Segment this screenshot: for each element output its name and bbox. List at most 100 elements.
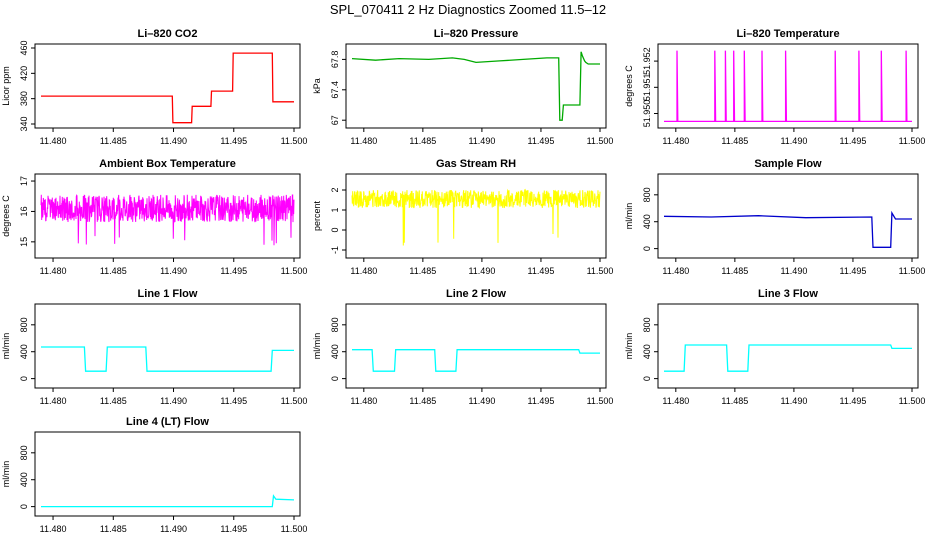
y-axis-label: Licor ppm xyxy=(1,66,11,106)
series-line xyxy=(351,188,601,246)
panel-title: Line 1 Flow xyxy=(138,288,198,300)
y-tick-label: 67 xyxy=(330,115,340,125)
panel-10: Line 4 (LT) Flow ml/min 0 400 800 11.480 11.48… xyxy=(1,416,307,534)
x-tick-label: 11.500 xyxy=(587,136,614,146)
y-tick-label: 0 xyxy=(19,376,29,381)
x-tick-label: 11.495 xyxy=(220,266,247,276)
x-tick-label: 11.500 xyxy=(899,266,926,276)
panel-2: Li–820 Pressure kPa 67 67.4 67.8 11.480 11.485… xyxy=(312,28,613,146)
x-tick-label: 11.480 xyxy=(350,266,377,276)
y-tick-label: 400 xyxy=(642,214,652,229)
y-tick-label: 400 xyxy=(19,472,29,487)
x-tick-label: 11.500 xyxy=(899,396,926,406)
x-tick-label: 11.490 xyxy=(468,136,495,146)
x-tick-label: 11.490 xyxy=(780,266,807,276)
series-line xyxy=(351,51,600,121)
series-line xyxy=(41,494,295,508)
x-tick-label: 11.500 xyxy=(587,266,614,276)
x-tick-label: 11.500 xyxy=(587,396,614,406)
y-tick-label: 0 xyxy=(642,246,652,251)
panel-title: Line 3 Flow xyxy=(758,288,818,300)
x-tick-label: 11.500 xyxy=(281,136,308,146)
panel-1: Li–820 CO2 Licor ppm 340 380 420 460 11.480 11.… xyxy=(1,28,307,146)
y-tick-label: 67.4 xyxy=(330,81,340,99)
y-tick-label: 2 xyxy=(330,187,340,192)
x-tick-label: 11.495 xyxy=(840,396,867,406)
x-tick-label: 11.480 xyxy=(350,396,377,406)
x-tick-label: 11.495 xyxy=(528,136,555,146)
x-tick-label: 11.495 xyxy=(528,266,555,276)
panel-5: Gas Stream RH percent -1 0 1 2 11.480 11.485 11.… xyxy=(312,158,613,276)
plot-frame xyxy=(657,173,919,259)
panel-title: Li–820 Pressure xyxy=(434,28,518,40)
panel-title: Li–820 CO2 xyxy=(138,28,198,40)
x-tick-label: 11.490 xyxy=(160,266,187,276)
plot-frame xyxy=(34,303,301,389)
series-line xyxy=(352,349,600,372)
x-tick-label: 11.485 xyxy=(409,396,436,406)
y-axis-label: kPa xyxy=(312,78,322,94)
plot-frame xyxy=(657,303,919,389)
x-tick-label: 11.480 xyxy=(40,266,67,276)
x-tick-label: 11.480 xyxy=(350,136,377,146)
series-line xyxy=(664,50,912,123)
y-tick-label: 400 xyxy=(642,344,652,359)
panel-title: Sample Flow xyxy=(754,158,822,170)
x-tick-label: 11.480 xyxy=(662,396,689,406)
x-tick-label: 11.490 xyxy=(468,396,495,406)
panel-title: Ambient Box Temperature xyxy=(99,158,236,170)
y-tick-label: 17 xyxy=(19,176,29,186)
x-tick-label: 11.480 xyxy=(40,136,67,146)
y-axis-label: ml/min xyxy=(1,333,11,360)
x-tick-label: 11.485 xyxy=(409,136,436,146)
y-tick-label: 51.951 xyxy=(642,74,652,102)
x-tick-label: 11.480 xyxy=(662,136,689,146)
x-tick-label: 11.485 xyxy=(721,396,748,406)
plot-frame xyxy=(34,431,301,517)
y-tick-label: 15 xyxy=(19,237,29,247)
x-tick-label: 11.485 xyxy=(721,266,748,276)
y-tick-label: 800 xyxy=(642,317,652,332)
y-tick-label: 800 xyxy=(19,445,29,460)
panel-title: Line 2 Flow xyxy=(446,288,506,300)
y-tick-label: 800 xyxy=(19,317,29,332)
y-tick-label: 800 xyxy=(642,187,652,202)
panel-title: Line 4 (LT) Flow xyxy=(126,416,209,428)
y-tick-label: 67.8 xyxy=(330,51,340,69)
y-tick-label: 1 xyxy=(330,207,340,212)
x-tick-label: 11.490 xyxy=(160,524,187,534)
panel-6: Sample Flow ml/min 0 400 800 11.480 11.485 11.4… xyxy=(624,158,925,276)
x-tick-label: 11.495 xyxy=(220,524,247,534)
y-tick-label: 0 xyxy=(19,504,29,509)
panel-8: Line 2 Flow ml/min 0 400 800 11.480 11.485 11.4… xyxy=(312,288,613,406)
y-axis-label: ml/min xyxy=(312,333,322,360)
plot-frame xyxy=(34,43,301,129)
x-tick-label: 11.500 xyxy=(281,266,308,276)
x-tick-label: 11.490 xyxy=(468,266,495,276)
y-tick-label: 0 xyxy=(330,227,340,232)
plot-frame xyxy=(657,43,919,129)
x-tick-label: 11.500 xyxy=(281,396,308,406)
x-tick-label: 11.495 xyxy=(220,136,247,146)
y-tick-label: 340 xyxy=(19,116,29,131)
plot-frame xyxy=(345,303,607,389)
x-tick-label: 11.490 xyxy=(780,136,807,146)
y-axis-label: percent xyxy=(312,200,322,231)
y-tick-label: 380 xyxy=(19,91,29,106)
y-axis-label: ml/min xyxy=(624,333,634,360)
series-line xyxy=(41,52,294,124)
x-tick-label: 11.495 xyxy=(220,396,247,406)
series-line xyxy=(663,210,912,248)
y-tick-label: 16 xyxy=(19,206,29,216)
y-tick-label: 51.952 xyxy=(642,47,652,75)
x-tick-label: 11.500 xyxy=(899,136,926,146)
y-axis-label: ml/min xyxy=(1,461,11,488)
y-axis-label: degrees C xyxy=(624,65,634,107)
y-axis-label: degrees C xyxy=(1,195,11,237)
panel-9: Line 3 Flow ml/min 0 400 800 11.480 11.485 11.4… xyxy=(624,288,925,406)
y-tick-label: 420 xyxy=(19,66,29,81)
x-tick-label: 11.480 xyxy=(662,266,689,276)
y-tick-label: 51.950 xyxy=(642,100,652,128)
plot-frame xyxy=(345,43,607,129)
